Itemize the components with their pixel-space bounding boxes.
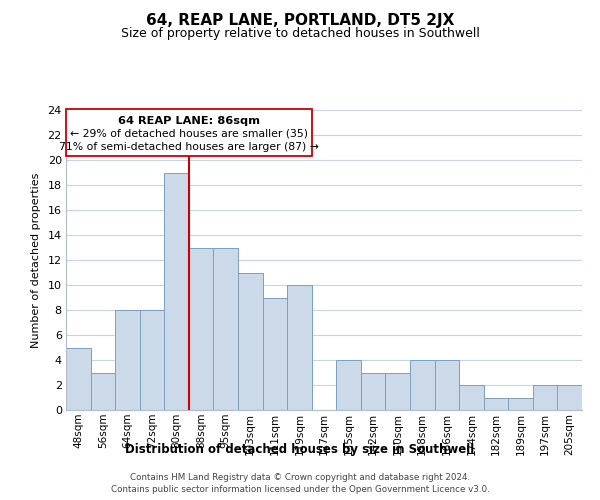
- Text: Contains public sector information licensed under the Open Government Licence v3: Contains public sector information licen…: [110, 485, 490, 494]
- FancyBboxPatch shape: [67, 110, 312, 156]
- Text: 64 REAP LANE: 86sqm: 64 REAP LANE: 86sqm: [118, 116, 260, 126]
- Bar: [214, 248, 238, 410]
- Bar: [508, 398, 533, 410]
- Bar: [361, 372, 385, 410]
- Bar: [115, 310, 140, 410]
- Text: Contains HM Land Registry data © Crown copyright and database right 2024.: Contains HM Land Registry data © Crown c…: [130, 472, 470, 482]
- Bar: [336, 360, 361, 410]
- Bar: [189, 248, 214, 410]
- Bar: [238, 272, 263, 410]
- Bar: [410, 360, 434, 410]
- Bar: [533, 385, 557, 410]
- Text: ← 29% of detached houses are smaller (35): ← 29% of detached houses are smaller (35…: [70, 128, 308, 138]
- Bar: [66, 348, 91, 410]
- Y-axis label: Number of detached properties: Number of detached properties: [31, 172, 41, 348]
- Bar: [434, 360, 459, 410]
- Text: Distribution of detached houses by size in Southwell: Distribution of detached houses by size …: [125, 442, 475, 456]
- Bar: [287, 285, 312, 410]
- Text: 64, REAP LANE, PORTLAND, DT5 2JX: 64, REAP LANE, PORTLAND, DT5 2JX: [146, 12, 454, 28]
- Text: Size of property relative to detached houses in Southwell: Size of property relative to detached ho…: [121, 28, 479, 40]
- Bar: [484, 398, 508, 410]
- Bar: [91, 372, 115, 410]
- Bar: [557, 385, 582, 410]
- Bar: [164, 172, 189, 410]
- Bar: [140, 310, 164, 410]
- Bar: [459, 385, 484, 410]
- Bar: [385, 372, 410, 410]
- Bar: [263, 298, 287, 410]
- Text: 71% of semi-detached houses are larger (87) →: 71% of semi-detached houses are larger (…: [59, 142, 319, 152]
